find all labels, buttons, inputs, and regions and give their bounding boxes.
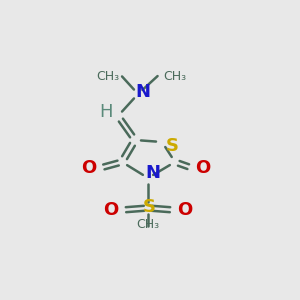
Text: O: O [195,159,211,177]
Text: S: S [166,137,178,155]
Text: CH₃: CH₃ [96,70,120,83]
Text: CH₃: CH₃ [136,218,160,230]
Text: O: O [103,201,118,219]
Text: S: S [142,198,155,216]
Text: N: N [146,164,160,182]
Text: O: O [81,159,97,177]
Text: CH₃: CH₃ [164,70,187,83]
Text: O: O [177,201,193,219]
Text: H: H [99,103,113,121]
Text: N: N [136,83,151,101]
